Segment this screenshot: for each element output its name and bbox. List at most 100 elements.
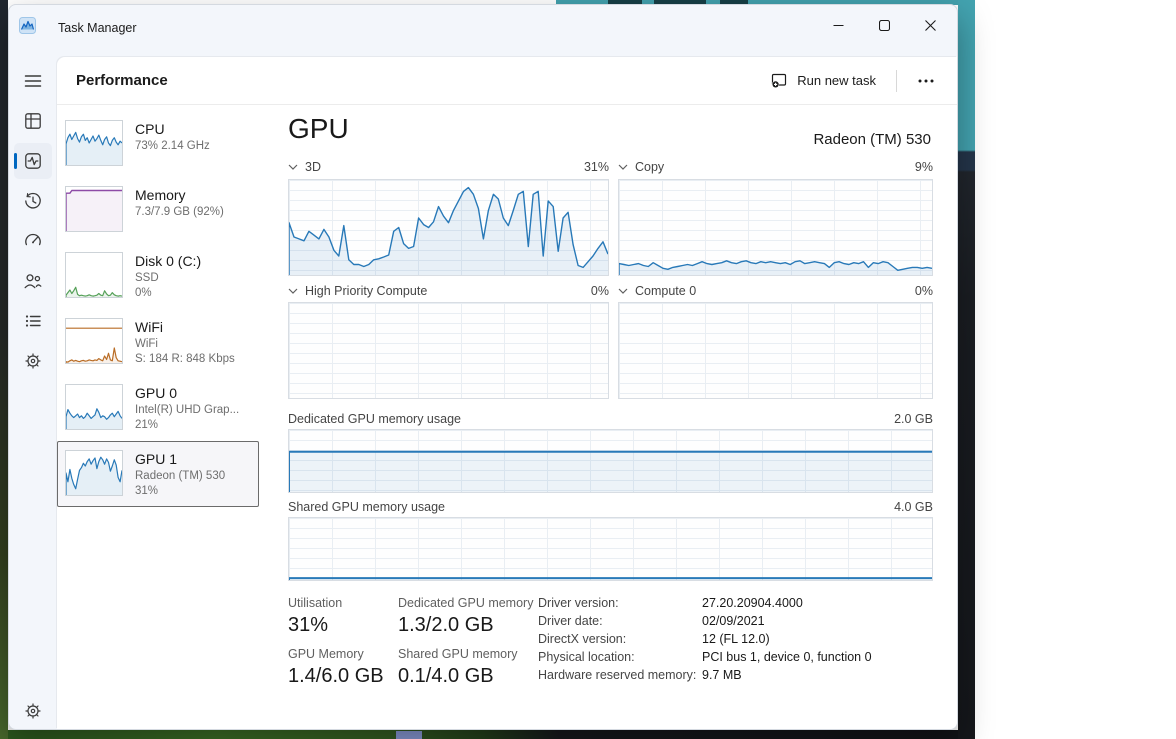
stat-label: Shared GPU memory [398,647,518,661]
sidebar-item-performance[interactable] [14,143,52,179]
metric-disk0[interactable]: Disk 0 (C:) SSD 0% [57,243,259,309]
detail-label: Hardware reserved memory: [538,668,697,682]
metric-subtext: 73% 2.14 GHz [135,140,210,152]
metric-subtext: Intel(R) UHD Grap... [135,404,240,416]
memory-chart-scale: 2.0 GB [894,412,933,426]
task-manager-window: Task Manager [8,4,958,730]
detail-label: Driver version: [538,596,619,610]
dedicated-memory-chart [288,429,933,493]
metric-subtext: 7.3/7.9 GB (92%) [135,206,224,218]
settings-button[interactable] [14,693,52,729]
detail-value: 9.7 MB [702,668,742,682]
metric-cpu[interactable]: CPU 73% 2.14 GHz [57,111,259,177]
stat-label: Utilisation [288,596,343,610]
memory-chart-scale: 4.0 GB [894,500,933,514]
metric-title: CPU [135,121,165,137]
stat-label: Dedicated GPU memory [398,596,534,610]
shared-memory-chart [288,517,933,581]
gpu-3d-chart [288,179,609,276]
gpu-compute0-chart [618,302,933,399]
minimize-button[interactable] [815,9,861,41]
wifi-sparkline [65,318,123,364]
maximize-button[interactable] [861,9,907,41]
sidebar-item-startup-apps[interactable] [14,223,52,259]
metric-subtext: Radeon (TM) 530 [135,470,226,482]
engine-chart-value: 9% [914,160,933,174]
chevron-down-icon[interactable] [288,288,298,294]
close-button[interactable] [907,9,953,41]
memory-chart-label: Shared GPU memory usage [288,500,446,514]
metric-memory[interactable]: Memory 7.3/7.9 GB (92%) [57,177,259,243]
detail-label: DirectX version: [538,632,627,646]
selected-indicator [14,153,17,169]
sidebar-item-processes[interactable] [14,103,52,139]
background-window-artifact [720,0,748,5]
more-options-button[interactable] [909,68,943,94]
memory-chart-label: Dedicated GPU memory usage [288,412,461,426]
detail-value: 27.20.20904.4000 [702,596,803,610]
disk-sparkline [65,252,123,298]
gpu-high-priority-compute-chart [288,302,609,399]
chevron-down-icon[interactable] [618,164,628,170]
detail-label: Driver date: [538,614,603,628]
metric-title: Memory [135,187,186,203]
sidebar-item-services[interactable] [14,343,52,379]
run-new-task-label: Run new task [797,73,876,88]
desktop-edge-bottom [8,730,958,739]
stat-value: 0.1/4.0 GB [398,665,494,687]
main-panel: Performance Run new task [57,57,957,729]
run-new-task-icon [772,73,787,88]
metric-subtext: 21% [135,419,159,431]
sidebar-item-app-history[interactable] [14,183,52,219]
gpu-heading: GPU [288,113,349,144]
stat-label: GPU Memory [288,647,364,661]
metric-wifi[interactable]: WiFi WiFi S: 184 R: 848 Kbps [57,309,259,375]
gpu-device-name: Radeon (TM) 530 [813,131,931,148]
stat-value: 1.3/2.0 GB [398,614,494,636]
navigation-rail [9,57,57,729]
engine-chart-label: Compute 0 [635,284,697,298]
run-new-task-button[interactable]: Run new task [763,67,884,94]
engine-chart-value: 0% [590,284,609,298]
metric-title: GPU 0 [135,385,178,401]
engine-chart-value: 31% [583,160,609,174]
stat-value: 1.4/6.0 GB [288,665,384,687]
sidebar-item-details[interactable] [14,303,52,339]
background-window-artifact [608,0,642,5]
background-window-top [556,0,958,5]
metric-subtext: SSD [135,272,159,284]
stat-value: 31% [288,614,329,636]
cpu-sparkline [65,120,123,166]
chevron-down-icon[interactable] [288,164,298,170]
metric-title: GPU 1 [135,451,178,467]
titlebar[interactable]: Task Manager [9,5,957,57]
metric-subtext: 31% [135,485,159,497]
metric-subtext: WiFi [135,338,158,350]
detail-value: PCI bus 1, device 0, function 0 [702,650,872,664]
metric-gpu0[interactable]: GPU 0 Intel(R) UHD Grap... 21% [57,375,259,441]
window-title: Task Manager [58,21,137,35]
gpu0-sparkline [65,384,123,430]
chevron-down-icon[interactable] [618,288,628,294]
task-manager-app-icon [19,17,36,34]
engine-chart-label: 3D [305,160,321,174]
metric-title: WiFi [135,319,163,335]
desktop-edge-left [0,0,8,739]
metric-subtext: 0% [135,287,152,299]
background-window-edge [958,0,975,739]
metric-title: Disk 0 (C:) [135,253,202,269]
metric-subtext: S: 184 R: 848 Kbps [135,353,235,365]
header-divider [896,69,897,92]
desktop-artifact [396,731,422,739]
sidebar-item-users[interactable] [14,263,52,299]
engine-chart-value: 0% [914,284,933,298]
metric-gpu1-selected[interactable]: GPU 1 Radeon (TM) 530 31% [57,441,259,507]
gpu-copy-chart [618,179,933,276]
hamburger-menu-button[interactable] [14,63,52,99]
page-title: Performance [76,72,168,89]
detail-label: Physical location: [538,650,635,664]
background-window-artifact [654,0,706,5]
memory-sparkline [65,186,123,232]
engine-chart-label: Copy [635,160,665,174]
engine-chart-label: High Priority Compute [305,284,428,298]
